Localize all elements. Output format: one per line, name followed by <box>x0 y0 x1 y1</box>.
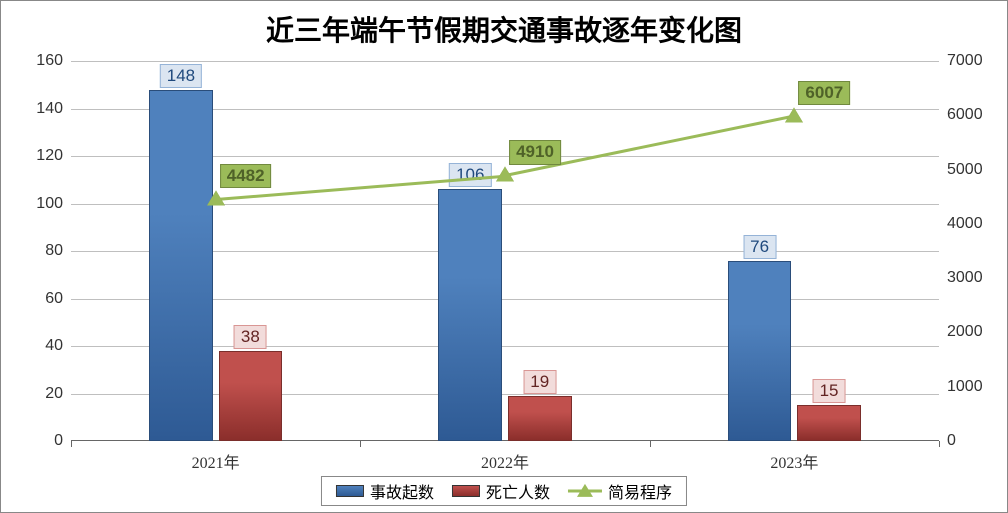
y-left-tick-label: 0 <box>54 432 63 450</box>
grid-line <box>71 61 939 62</box>
data-label: 148 <box>160 64 202 88</box>
data-label: 76 <box>743 235 776 259</box>
bar <box>438 189 502 441</box>
legend-swatch-accidents <box>336 485 364 497</box>
data-label: 106 <box>449 163 491 187</box>
legend-item-deaths: 死亡人数 <box>452 479 550 503</box>
legend-label-accidents: 事故起数 <box>370 479 434 503</box>
y-left-tick-label: 100 <box>36 195 63 213</box>
data-label: 4482 <box>220 164 272 188</box>
legend-item-simple: 简易程序 <box>568 479 672 503</box>
data-label: 15 <box>813 379 846 403</box>
x-category-label: 2022年 <box>481 449 529 473</box>
triangle-marker-icon <box>207 190 225 205</box>
y-left-tick-label: 40 <box>45 337 63 355</box>
y-right-tick-label: 2000 <box>947 323 983 341</box>
chart-title: 近三年端午节假期交通事故逐年变化图 <box>1 9 1007 49</box>
data-label: 38 <box>234 325 267 349</box>
x-tick <box>71 441 72 447</box>
data-label: 4910 <box>509 140 561 164</box>
bar <box>508 396 572 441</box>
y-right-tick-label: 0 <box>947 432 956 450</box>
bar <box>149 90 213 442</box>
y-right-tick-label: 7000 <box>947 52 983 70</box>
legend-item-accidents: 事故起数 <box>336 479 434 503</box>
y-left-tick-label: 160 <box>36 52 63 70</box>
data-label: 6007 <box>798 81 850 105</box>
legend: 事故起数 死亡人数 简易程序 <box>321 476 687 506</box>
legend-swatch-deaths <box>452 485 480 497</box>
x-tick <box>939 441 940 447</box>
bar <box>728 261 792 442</box>
plot-area: 0204060801001201401600100020003000400050… <box>71 61 939 441</box>
chart-container: 近三年端午节假期交通事故逐年变化图 0204060801001201401600… <box>0 0 1008 513</box>
bar <box>797 405 861 441</box>
data-label: 19 <box>523 370 556 394</box>
y-left-tick-label: 120 <box>36 147 63 165</box>
y-left-tick-label: 60 <box>45 290 63 308</box>
legend-label-deaths: 死亡人数 <box>486 479 550 503</box>
y-left-tick-label: 80 <box>45 242 63 260</box>
y-right-tick-label: 5000 <box>947 161 983 179</box>
x-tick <box>360 441 361 447</box>
y-left-tick-label: 20 <box>45 385 63 403</box>
legend-label-simple: 简易程序 <box>608 479 672 503</box>
bar <box>219 351 283 441</box>
x-category-label: 2021年 <box>192 449 240 473</box>
y-right-tick-label: 6000 <box>947 106 983 124</box>
y-right-tick-label: 1000 <box>947 378 983 396</box>
x-tick <box>650 441 651 447</box>
y-left-tick-label: 140 <box>36 100 63 118</box>
x-category-label: 2023年 <box>770 449 818 473</box>
legend-swatch-simple <box>568 483 602 499</box>
y-right-tick-label: 4000 <box>947 215 983 233</box>
y-right-tick-label: 3000 <box>947 269 983 287</box>
triangle-marker-icon <box>785 107 803 122</box>
triangle-marker-icon <box>496 167 514 182</box>
